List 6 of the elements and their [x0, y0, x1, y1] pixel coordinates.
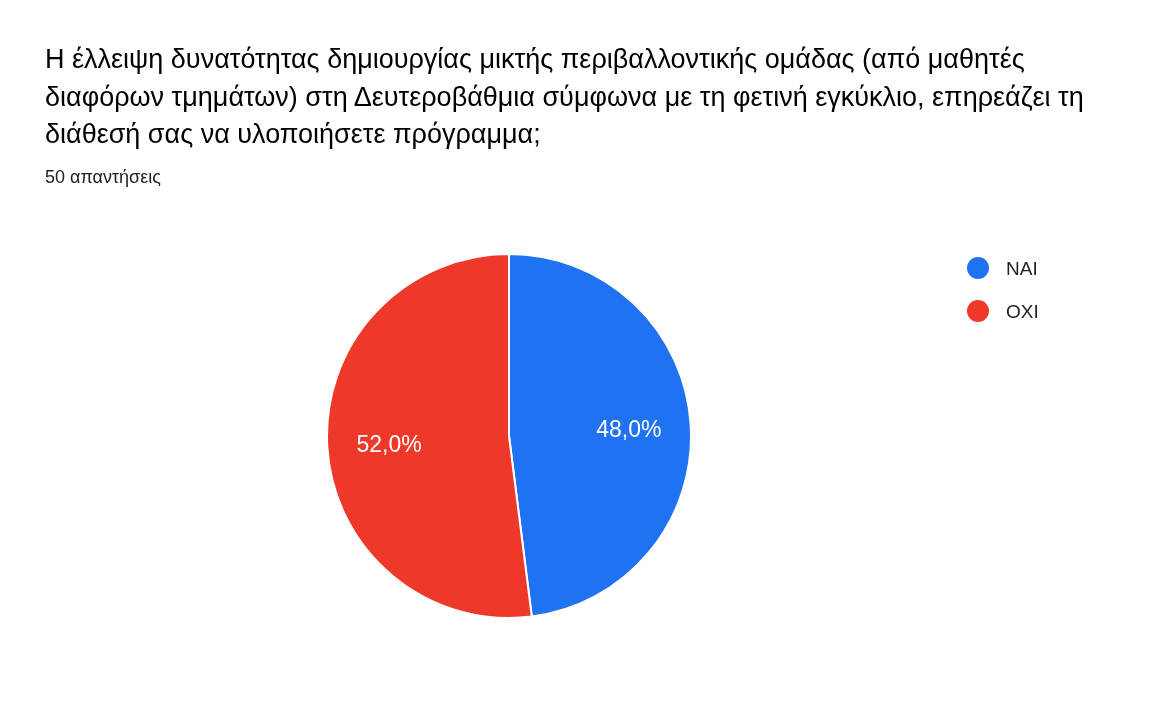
text: 50 απαντήσεις	[45, 167, 162, 187]
data-label: 48,0%	[596, 415, 662, 442]
chart-title: Η έλλειψη δυνατότητας δημιουργίας μικτής περιβαλλοντικής ομάδας (από μαθητές διαφόρων τμημάτων) στη Δευτεροβάθμια σύμφωνα με τη φετινή εγκύκλιο, επηρεάζει τη διάθεσή σας να υλοποιήσετε πρόγραμμα;	[45, 44, 1084, 149]
data-label: 52,0%	[356, 430, 422, 457]
legend-label: OXI	[1006, 300, 1039, 322]
legend-label: NAI	[1006, 257, 1038, 279]
